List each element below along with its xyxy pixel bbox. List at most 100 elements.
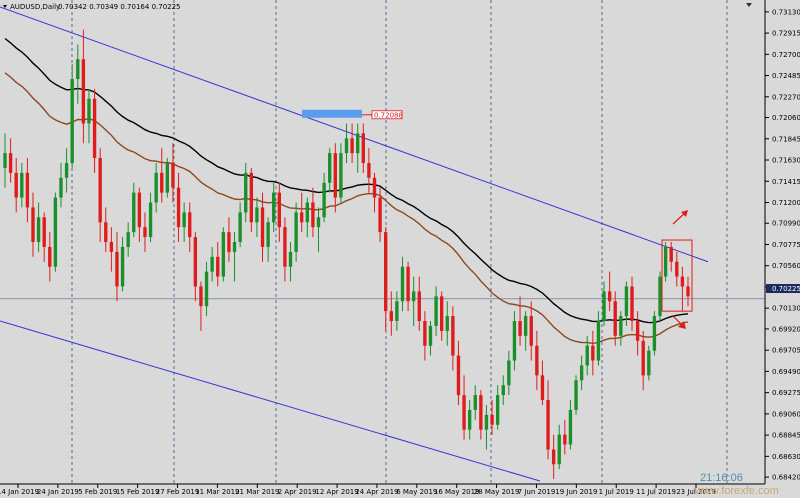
candle-body (473, 395, 477, 410)
x-tick-label: 27 Feb 2019 (156, 488, 200, 496)
candle-body (42, 217, 46, 247)
candle-body (31, 207, 35, 242)
candle-body (227, 232, 231, 252)
x-tick-label: 16 May 2019 (434, 488, 480, 496)
candle-body (283, 227, 287, 267)
candle-body (238, 212, 242, 242)
candle-body (540, 375, 545, 401)
y-tick-label: 0.69920 (772, 325, 800, 333)
candle-body (551, 449, 556, 465)
candle-body (641, 340, 645, 376)
candle-body (59, 177, 63, 198)
candle-body (568, 409, 573, 445)
candle-body (333, 153, 337, 198)
candlestick-series (3, 29, 690, 480)
candle-body (624, 286, 629, 317)
y-tick-label: 0.71415 (772, 178, 800, 186)
candle-body (647, 350, 651, 376)
y-tick-label: 0.72485 (772, 72, 800, 80)
x-tick-label: 11 Jul 2019 (636, 488, 676, 496)
candle-body (602, 291, 606, 322)
candle-body (132, 192, 136, 233)
current-price-tag (766, 284, 800, 293)
candle-body (395, 301, 399, 322)
ohlc-open: 0.70342 (58, 3, 87, 11)
candle-body (607, 291, 612, 302)
candle-body (87, 98, 91, 124)
candle-body (244, 172, 248, 213)
candle-body (400, 266, 405, 302)
y-tick-label: 0.70560 (772, 262, 800, 270)
y-tick-label: 0.69705 (772, 347, 800, 355)
symbol-menu-icon[interactable] (3, 5, 7, 8)
candle-body (512, 321, 517, 361)
candle-body (260, 207, 265, 247)
symbol-label: AUDUSD,Daily (10, 3, 60, 11)
candle-body (193, 237, 198, 287)
candle-body (523, 316, 528, 336)
resistance-label: 0.72088 (374, 111, 403, 119)
y-tick-label: 0.71200 (772, 199, 800, 207)
candle-body (249, 172, 254, 223)
x-tick-label: 5 Feb 2019 (78, 488, 117, 496)
candle-body (529, 316, 533, 346)
x-tick-label: 24 Apr 2019 (355, 488, 398, 496)
y-tick-label: 0.73130 (772, 8, 800, 16)
up-arrow-icon (681, 210, 688, 217)
candle-body (658, 276, 662, 317)
candle-body (109, 242, 114, 252)
candle-body (188, 212, 192, 238)
candle-body (462, 395, 466, 430)
fast-moving-average (4, 72, 689, 345)
candle-body (221, 232, 226, 277)
chart-shift-marker-icon[interactable] (746, 3, 752, 7)
candle-body (165, 162, 170, 193)
candle-body (350, 138, 354, 154)
candle-body (675, 261, 679, 277)
candle-body (596, 321, 601, 361)
candle-body (76, 59, 80, 80)
y-tick-label: 0.71845 (772, 135, 800, 143)
x-tick-label: 6 May 2019 (396, 488, 437, 496)
candle-body (137, 192, 142, 228)
candle-body (204, 271, 209, 307)
candle-body (490, 414, 494, 425)
candle-body (272, 192, 276, 223)
candle-body (367, 162, 371, 178)
highlight-box (661, 239, 693, 312)
candle-body (613, 301, 617, 336)
annotations: 0.72088 (302, 109, 693, 329)
x-tick-label: 14 Jan 2019 (0, 488, 39, 496)
candle-body (210, 256, 214, 272)
candle-body (182, 212, 186, 228)
candle-body (557, 434, 561, 465)
x-tick-label: 7 Jun 2019 (518, 488, 556, 496)
current-price-label: 0.70225 (772, 285, 800, 293)
candle-body (591, 345, 595, 361)
candle-body (70, 79, 74, 163)
y-tick-label: 0.72060 (772, 114, 800, 122)
candle-body (507, 360, 511, 386)
resistance-zone (302, 109, 362, 118)
candle-body (384, 232, 388, 312)
resistance-label-box (371, 110, 403, 120)
candle-body (484, 414, 489, 430)
candle-body (501, 385, 505, 396)
candle-body (434, 296, 438, 326)
candle-body (563, 434, 567, 445)
candle-body (232, 242, 237, 252)
x-tick-label: 2 Apr 2019 (278, 488, 317, 496)
x-tick-label: 21 Mar 2019 (235, 488, 279, 496)
candle-body (14, 172, 18, 198)
candle-body (669, 246, 673, 262)
y-tick-label: 0.70130 (772, 305, 800, 313)
candle-body (148, 202, 153, 238)
candle-body (451, 316, 455, 356)
x-tick-label: 24 Jan 2019 (37, 488, 79, 496)
candle-body (585, 345, 589, 366)
y-tick-label: 0.71630 (772, 157, 800, 165)
candle-body (120, 246, 125, 287)
